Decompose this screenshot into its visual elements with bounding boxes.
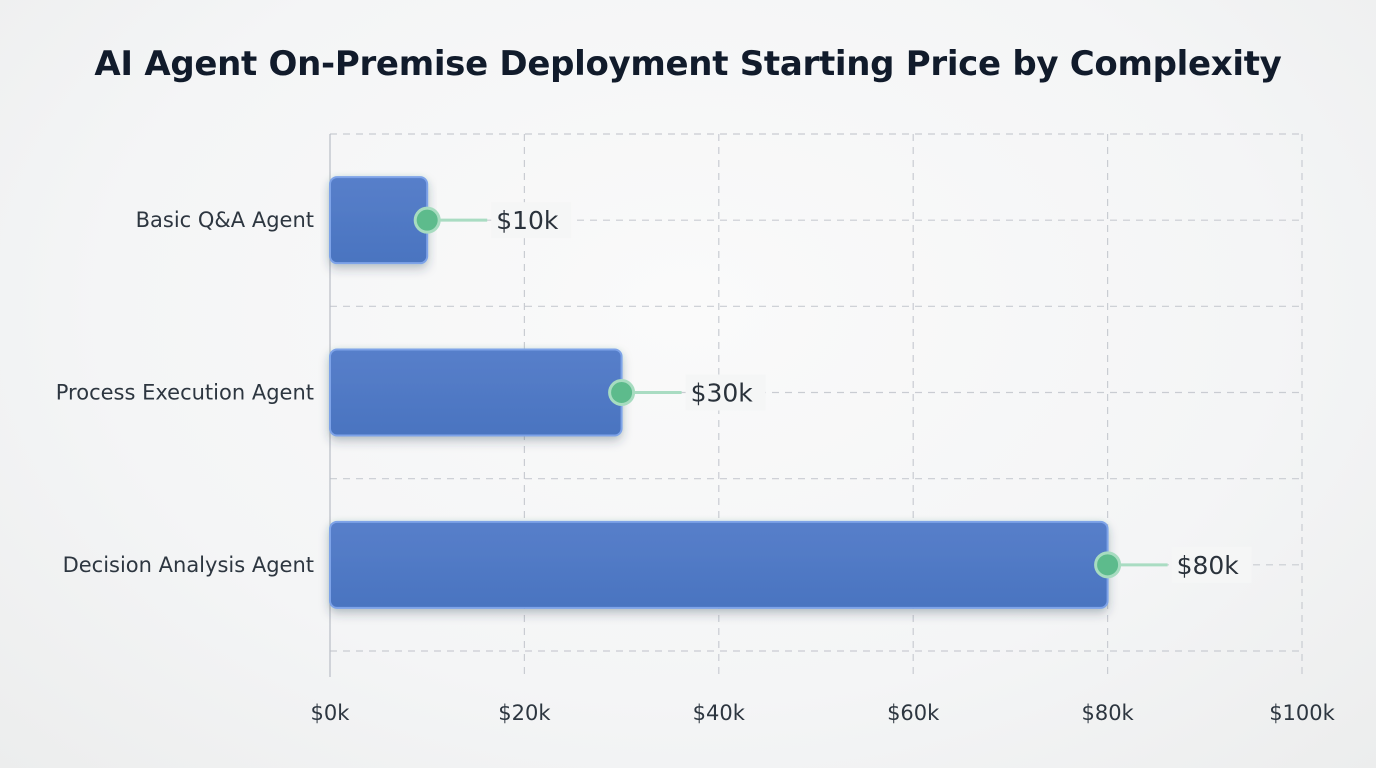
x-tick-label: $20k [498,701,551,725]
value-label: $80k [1177,551,1240,580]
bar [329,348,623,437]
category-label: Basic Q&A Agent [136,208,314,232]
x-tick-label: $100k [1269,701,1335,725]
category-label: Process Execution Agent [56,381,314,405]
chart-title: AI Agent On-Premise Deployment Starting … [94,44,1282,84]
x-tick-label: $80k [1081,701,1134,725]
value-marker [413,206,441,234]
value-marker [608,379,636,406]
bar [329,520,1109,609]
labels: $0k $20k $40k $60k $80k $100k Basic Q&A Agent $… [56,206,1336,725]
x-tick-label: $0k [311,701,351,725]
value-label-bg [685,374,766,411]
category-label: Decision Analysis Agent [63,553,314,577]
value-label-bg [491,202,572,239]
bar [329,176,429,265]
value-marker [1094,551,1122,579]
x-tick-label: $60k [887,701,940,725]
bars [329,176,1252,609]
value-label: $30k [691,379,754,408]
x-tick-label: $40k [693,701,746,725]
value-label-bg [1171,546,1252,583]
value-label: $10k [496,206,559,235]
